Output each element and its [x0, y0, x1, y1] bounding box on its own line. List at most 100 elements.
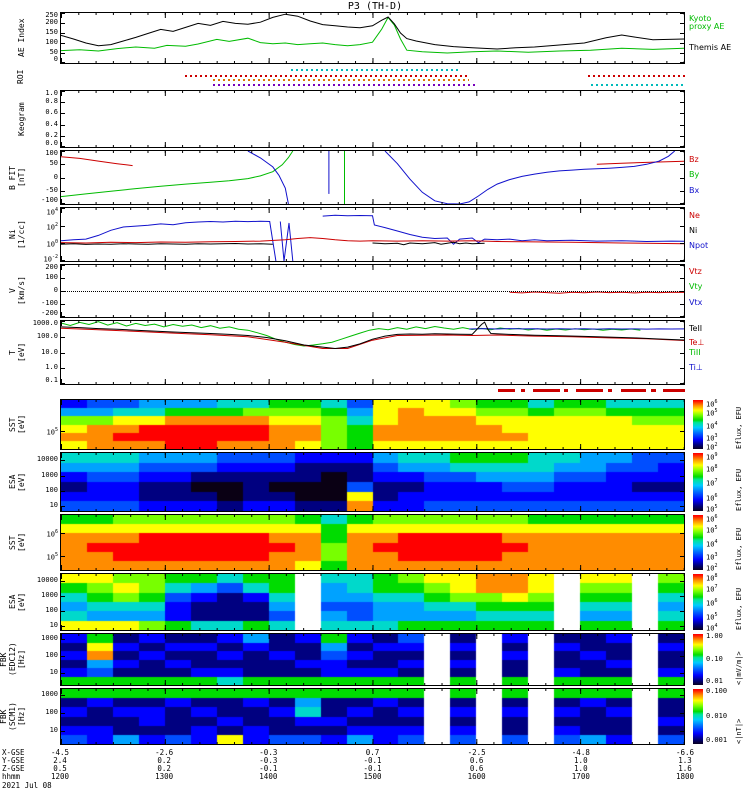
legend-vtz: Vtz: [689, 267, 702, 277]
y-tick-mark: [680, 23, 684, 24]
y-tick-label: 1.0: [45, 89, 58, 97]
panel-flag-bar: [60, 388, 685, 396]
y-tick-mark: [680, 595, 684, 597]
y-tick-mark: [61, 368, 65, 370]
y-tick-mark: [61, 260, 65, 261]
colorbar-tick-label: 0.10: [706, 654, 723, 663]
y-tick-label: 10.0: [41, 347, 58, 356]
colorbar-tick-label: 104: [706, 420, 718, 430]
y-tick-mark: [61, 113, 65, 115]
y-tick-mark: [680, 321, 684, 322]
y-tick-mark: [61, 639, 65, 641]
axis-value: 1700: [571, 772, 590, 781]
y-tick-mark: [61, 625, 65, 627]
data-segment: [607, 388, 612, 392]
colorbar: [693, 400, 703, 449]
y-tick-label: 100: [45, 707, 58, 716]
colorbar-gradient: [693, 453, 703, 511]
y-axis-label: Keogram: [17, 102, 26, 136]
data-segment: [576, 388, 603, 392]
data-series: [247, 151, 289, 204]
colorbar-tick-label: 0.010: [706, 711, 728, 720]
y-tick-mark: [61, 265, 65, 266]
data-series: [61, 241, 485, 246]
panel-fbk-edc12-spectrogram: 1000 100 10 FBK (EDC12) [Hz] 1.00 0.10 0.01 <|mV/…: [0, 633, 743, 686]
colorbar-tick-label: 1.00: [706, 632, 723, 640]
y-tick-mark: [61, 656, 65, 658]
y-tick-mark: [61, 33, 65, 34]
colorbar-unit-label: Eflux, EFU: [735, 468, 743, 511]
y-tick-mark: [61, 243, 65, 245]
colorbar-tick-label: 106: [706, 598, 718, 608]
axis-value: 0.5: [53, 764, 67, 773]
y-tick-mark: [680, 225, 684, 227]
legend-kyoto: Kyoto proxy AE: [689, 14, 725, 31]
colorbar-tick-label: 0.100: [706, 687, 728, 695]
legend-vtx: Vtx: [689, 297, 703, 307]
data-series: [61, 156, 133, 167]
y-tick-label: 1000: [41, 634, 58, 643]
legend-by: By: [689, 170, 700, 180]
panel-density: 104 102 100 10-2 Ni [1/cc] Ne Ni Npot: [8, 207, 708, 263]
y-tick-mark: [61, 146, 65, 147]
y-tick-label: 250: [45, 11, 58, 19]
data-series: [61, 16, 684, 54]
y-tick-label: 10000: [36, 576, 58, 585]
y-tick-label: 105: [46, 427, 58, 437]
panel-fbk-scm1-spectrogram: 1000 100 10 FBK (SCM1) [Hz] 0.100 0.010 0.001 <|n…: [0, 688, 743, 745]
y-tick-mark: [680, 43, 684, 44]
colorbar-unit-label: Eflux, EFU: [735, 587, 743, 630]
y-tick-mark: [680, 491, 684, 493]
colorbar-tick-label: 108: [706, 463, 718, 473]
colorbar-unit-label: <|mV/m|>: [735, 651, 743, 685]
panel-esa-ion-spectrogram-data: [61, 574, 684, 630]
data-series: [61, 151, 294, 198]
axis-row-hhmm: hhmm 1200 1300 1400 1500 1600 1700 1800: [0, 772, 750, 781]
y-tick-mark: [680, 316, 684, 317]
colorbar-gradient: [693, 574, 703, 630]
axis-row-zgse: Z-GSE 0.5 0.2 -0.1 -0.1 0.6 1.0 1.6: [0, 764, 750, 773]
legend-themisae: Themis AE: [689, 43, 732, 52]
y-axis-label: [1/cc]: [17, 220, 26, 249]
data-segment: [497, 388, 515, 392]
axis-row-label: hhmm: [2, 772, 21, 781]
y-tick-mark: [680, 33, 684, 34]
colorbar-tick-label: 106: [706, 399, 718, 409]
panel-b-fit: 100 50 0 -50 -100 B FIT [nT] Bz By Bx: [8, 150, 699, 205]
y-axis-label: [eV]: [17, 414, 26, 435]
y-tick-mark: [680, 91, 684, 92]
y-tick-mark: [680, 431, 684, 433]
y-tick-mark: [61, 291, 65, 292]
y-tick-label: 10: [49, 620, 58, 629]
axis-value: 1200: [50, 772, 70, 781]
y-tick-mark: [680, 164, 684, 166]
panel-fbk-scm1-spectrogram-data: [61, 689, 684, 744]
y-tick-mark: [61, 316, 65, 317]
y-axis-label: [Hz]: [17, 649, 26, 670]
y-tick-mark: [680, 368, 684, 370]
axis-value: 1600: [467, 772, 486, 781]
panel-temperature-series: [61, 321, 684, 350]
y-axis-label: Ni: [8, 229, 17, 240]
panel-sst-electron-spectrogram: 105 SST [eV] 106 105 104 103 102 Eflux, EFU: [8, 399, 743, 451]
axis-value: 0.7: [365, 748, 380, 757]
colorbar-tick-label: 104: [706, 538, 718, 548]
panel-esa-electron-spectrogram: 10000 1000 100 10 ESA [eV] 109 108 107 106 105 Eflu…: [8, 452, 743, 513]
y-tick-mark: [61, 164, 65, 166]
y-tick-mark: [680, 712, 684, 714]
y-tick-mark: [680, 260, 684, 261]
panel-velocity: 200 100 0 -100 -200 V [km/s] Vtz Vty Vtx: [8, 264, 702, 318]
axis-value: 1400: [259, 772, 278, 781]
y-tick-mark: [680, 278, 684, 279]
y-tick-mark: [680, 336, 684, 338]
y-tick-mark: [680, 610, 684, 612]
colorbar-tick-label: 108: [706, 573, 718, 583]
axis-value: -4.5: [50, 748, 70, 757]
axis-value: 0.6: [469, 756, 484, 765]
y-axis-label: FBK: [0, 709, 8, 724]
y-tick-mark: [680, 124, 684, 126]
colorbar-gradient: [693, 400, 703, 449]
y-tick-mark: [680, 291, 684, 292]
y-tick-label: 0.6: [45, 108, 58, 117]
